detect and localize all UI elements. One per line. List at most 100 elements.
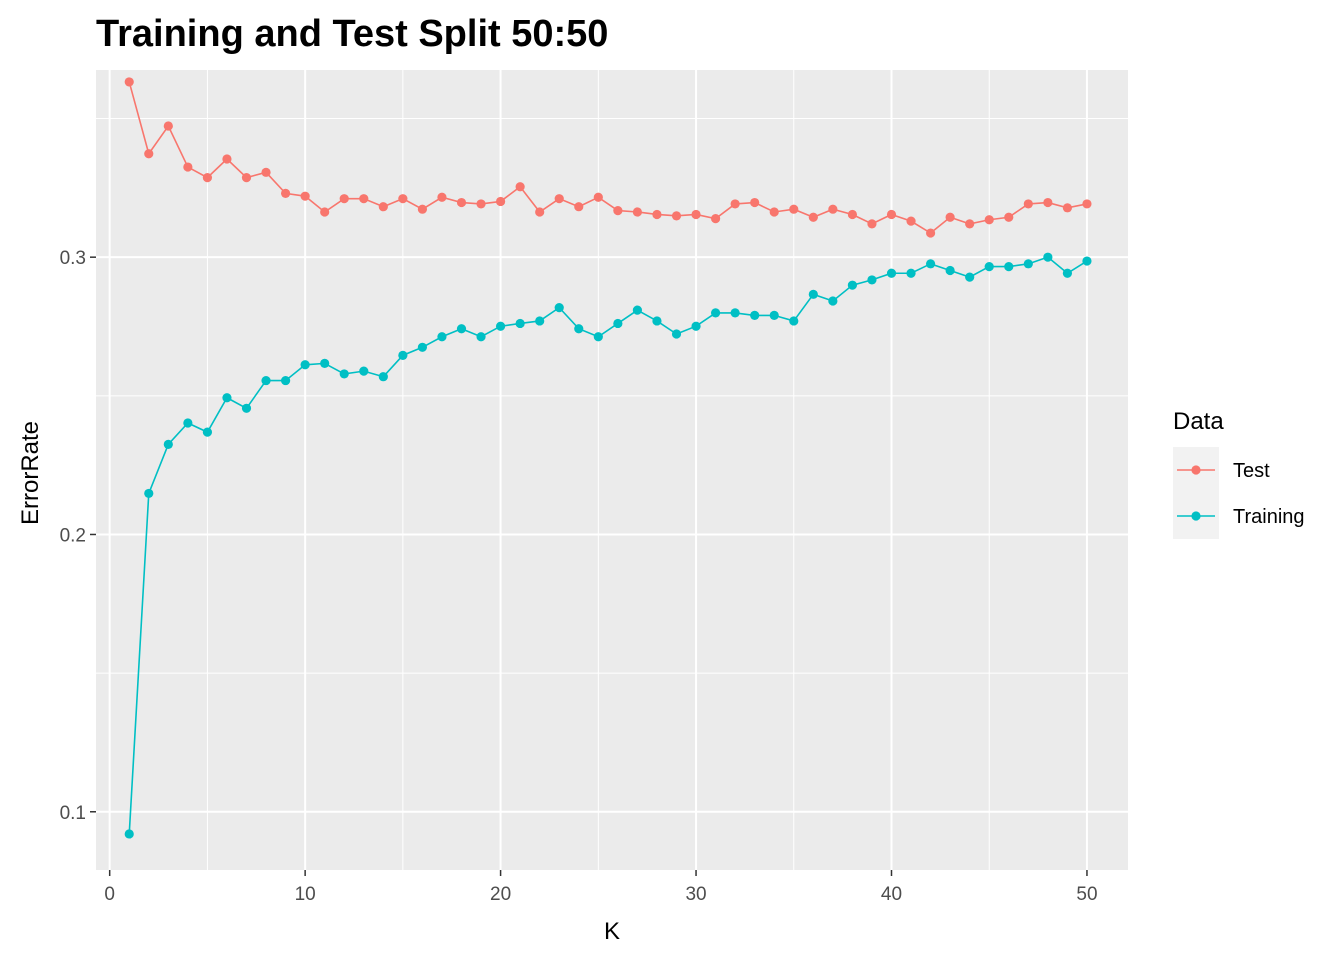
- x-tick-label: 20: [490, 884, 511, 905]
- data-point-training: [163, 439, 173, 449]
- series-training: [124, 252, 1092, 839]
- data-point-test: [632, 207, 643, 217]
- data-point-training: [652, 316, 662, 326]
- data-point-test: [241, 172, 252, 183]
- data-point-training: [1082, 256, 1092, 266]
- data-point-test: [925, 228, 936, 238]
- data-point-test: [652, 209, 662, 220]
- data-point-training: [730, 308, 740, 318]
- data-point-training: [398, 350, 408, 360]
- data-point-training: [1023, 259, 1033, 269]
- data-point-training: [886, 268, 897, 278]
- data-point-training: [437, 332, 447, 342]
- data-point-training: [632, 305, 643, 315]
- data-point-test: [554, 194, 564, 204]
- data-point-test: [671, 211, 682, 221]
- data-point-test: [144, 149, 154, 159]
- x-tick-label: 0: [104, 884, 115, 905]
- data-point-training: [945, 265, 955, 276]
- legend-key-point-training: [1191, 511, 1201, 521]
- series-test: [124, 77, 1092, 238]
- data-point-test: [417, 204, 428, 214]
- data-point-training: [1062, 268, 1073, 278]
- x-tick-label: 30: [685, 884, 706, 905]
- legend-label-training: Training: [1233, 506, 1305, 528]
- data-point-training: [456, 324, 467, 334]
- data-point-test: [789, 204, 799, 214]
- data-point-training: [535, 316, 545, 326]
- data-point-test: [495, 196, 506, 207]
- data-point-training: [750, 310, 760, 321]
- data-point-training: [495, 321, 506, 331]
- legend-label-test: Test: [1233, 460, 1270, 482]
- data-point-test: [886, 209, 897, 220]
- x-tick-label: 40: [881, 884, 902, 905]
- data-point-training: [339, 369, 349, 379]
- data-point-training: [183, 418, 193, 428]
- data-point-test: [710, 214, 721, 224]
- y-tick-label: 0.1: [60, 803, 86, 824]
- data-point-training: [202, 427, 213, 437]
- data-point-test: [613, 205, 623, 216]
- data-point-test: [906, 216, 916, 226]
- data-point-test: [945, 212, 955, 222]
- data-point-test: [359, 194, 369, 204]
- data-point-training: [144, 488, 154, 499]
- data-point-training: [554, 303, 564, 313]
- data-point-test: [769, 207, 779, 217]
- data-point-training: [593, 332, 603, 342]
- data-point-test: [965, 219, 975, 229]
- data-point-test: [730, 199, 740, 209]
- data-point-test: [222, 154, 232, 164]
- legend: Data Test Training: [1173, 408, 1305, 539]
- data-point-test: [183, 162, 193, 172]
- data-point-test: [691, 209, 701, 220]
- data-point-training: [1004, 262, 1014, 272]
- data-point-training: [691, 321, 701, 331]
- data-point-training: [1043, 252, 1053, 262]
- legend-key-point-test: [1191, 465, 1201, 475]
- data-point-test: [261, 167, 271, 177]
- data-point-test: [476, 199, 486, 209]
- data-point-test: [398, 194, 408, 204]
- y-axis: 0.1 0.2 0.3: [60, 248, 96, 824]
- data-point-test: [1004, 212, 1014, 222]
- data-point-test: [515, 182, 525, 192]
- legend-title: Data: [1173, 408, 1224, 435]
- data-point-test: [1082, 199, 1092, 209]
- series-layer: [124, 77, 1092, 839]
- data-point-training: [808, 289, 818, 299]
- data-point-test: [1062, 203, 1073, 213]
- data-point-test: [867, 219, 877, 229]
- data-point-test: [750, 197, 760, 208]
- data-point-training: [359, 366, 369, 376]
- data-point-training: [613, 318, 623, 329]
- data-point-training: [222, 393, 232, 403]
- data-point-training: [300, 360, 310, 370]
- x-axis-title: K: [604, 918, 620, 945]
- data-point-training: [769, 310, 779, 321]
- data-point-test: [1043, 197, 1053, 208]
- data-point-training: [789, 316, 799, 326]
- data-point-training: [847, 280, 858, 290]
- data-point-training: [574, 324, 584, 334]
- data-point-test: [593, 192, 603, 202]
- x-tick-label: 10: [295, 884, 316, 905]
- data-point-test: [320, 207, 330, 217]
- data-point-training: [241, 403, 252, 413]
- data-point-training: [320, 358, 330, 368]
- data-point-test: [124, 77, 134, 87]
- data-point-test: [535, 207, 545, 217]
- chart-title: Training and Test Split 50:50: [96, 13, 608, 55]
- data-point-test: [1023, 199, 1033, 209]
- data-point-training: [906, 268, 916, 278]
- y-tick-label: 0.3: [60, 248, 86, 269]
- data-point-test: [456, 197, 467, 208]
- data-point-training: [965, 272, 975, 282]
- data-point-test: [163, 121, 173, 131]
- x-axis: 0 10 20 30 40 50: [104, 870, 1098, 905]
- data-point-test: [202, 172, 213, 183]
- data-point-test: [574, 202, 584, 212]
- data-point-training: [710, 308, 721, 318]
- data-point-test: [378, 202, 388, 212]
